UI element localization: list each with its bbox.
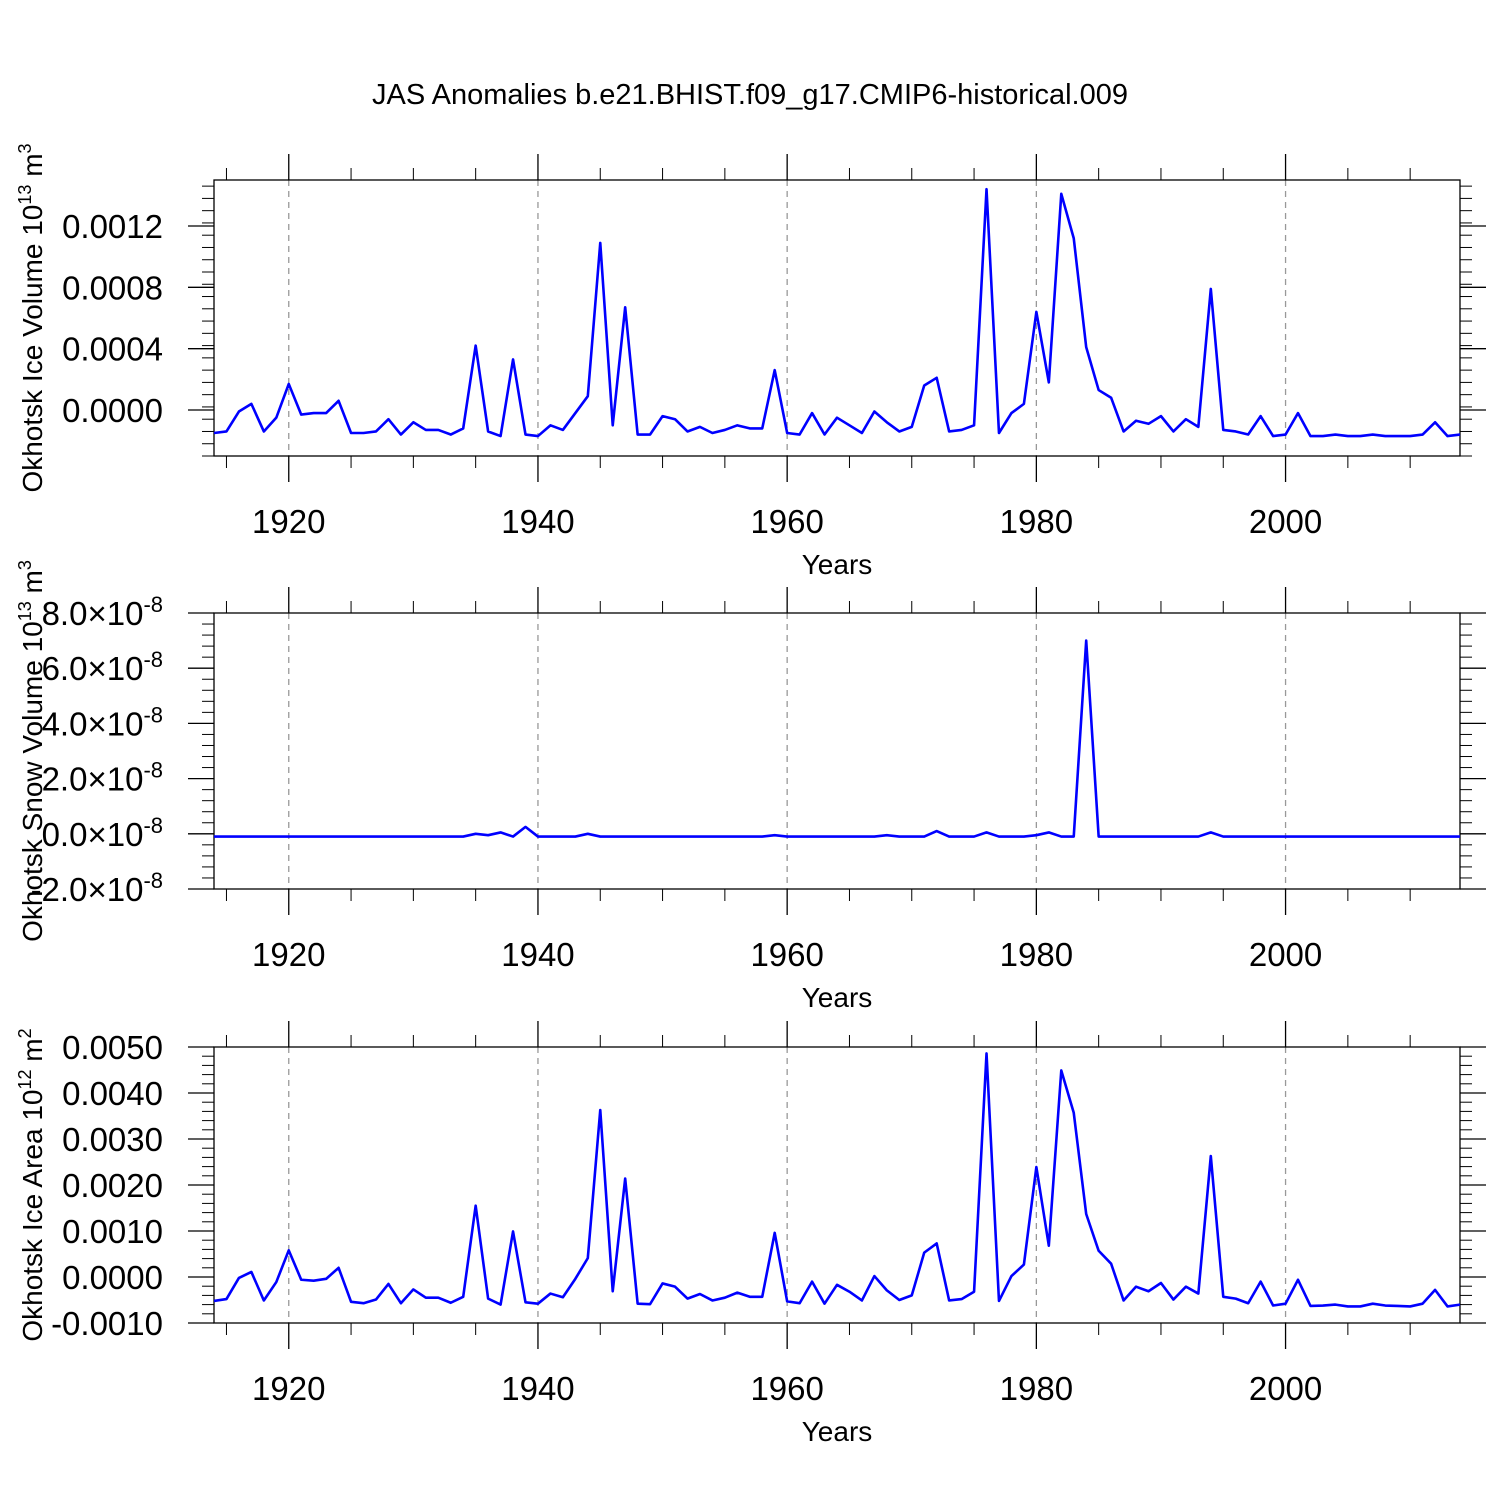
x-tick-label: 2000 — [1249, 936, 1322, 973]
series-line-snow-volume — [214, 639, 1460, 838]
y-tick-label: 0.0040 — [62, 1075, 163, 1112]
x-tick-label: 1980 — [1000, 936, 1073, 973]
y-tick-label: 0.0020 — [62, 1167, 163, 1204]
x-tick-label: 1980 — [1000, 503, 1073, 540]
x-tick-label: 1960 — [750, 1370, 823, 1407]
series-line-ice-volume — [213, 187, 1461, 438]
panel-ice-volume: 1920 1940 1960 1980 2000 0.0000 0.0004 0.0008 0.… — [15, 143, 1486, 580]
x-tick-label: 2000 — [1249, 503, 1322, 540]
y-tick-label: -0.0010 — [51, 1305, 163, 1342]
x-axis-label: Years — [802, 1416, 873, 1447]
y-tick-label: 0.0×10-8 — [42, 813, 163, 853]
x-tick-label: 1960 — [750, 503, 823, 540]
series-line-ice-area — [213, 1052, 1461, 1308]
plot-frame — [213, 179, 1461, 457]
x-tick-label: 1920 — [252, 1370, 325, 1407]
y-tick-label: 8.0×10-8 — [42, 592, 163, 632]
y-axis-label: Okhotsk Ice Area 1012 m2 — [15, 1028, 48, 1341]
x-tick-label: 1960 — [750, 936, 823, 973]
panel-ice-area: 1920 1940 1960 1980 2000 -0.0010 0.0000 0.0010 0… — [15, 1021, 1486, 1447]
y-tick-label: 0.0000 — [62, 1259, 163, 1296]
plot-frame — [213, 612, 1461, 890]
y-tick-label: 0.0000 — [62, 392, 163, 429]
y-axis-label: Okhotsk Snow Volume 1013 m3 — [15, 560, 48, 942]
x-tick-label: 1940 — [501, 936, 574, 973]
x-tick-label: 1920 — [252, 936, 325, 973]
x-tick-label: 1980 — [1000, 1370, 1073, 1407]
y-tick-label: 0.0012 — [62, 208, 163, 245]
y-tick-label: 0.0010 — [62, 1213, 163, 1250]
x-tick-label: 1940 — [501, 1370, 574, 1407]
x-tick-label: 1940 — [501, 503, 574, 540]
y-tick-label: 0.0004 — [62, 331, 163, 368]
y-tick-label: -2.0×10-8 — [31, 868, 163, 908]
x-axis-label: Years — [802, 982, 873, 1013]
x-tick-label: 2000 — [1249, 1370, 1322, 1407]
y-tick-label: 0.0030 — [62, 1121, 163, 1158]
y-axis-label: Okhotsk Ice Volume 1013 m3 — [15, 143, 48, 492]
x-tick-label: 1920 — [252, 503, 325, 540]
y-tick-label: 0.0050 — [62, 1029, 163, 1066]
y-tick-label: 2.0×10-8 — [42, 758, 163, 798]
y-tick-label: 0.0008 — [62, 269, 163, 306]
panel-snow-volume: 1920 1940 1960 1980 2000 -2.0×10-8 0.0×10-8 2.0… — [15, 560, 1486, 1013]
y-tick-label: 4.0×10-8 — [42, 702, 163, 742]
plot-frame — [213, 1046, 1461, 1324]
y-tick-label: 6.0×10-8 — [42, 647, 163, 687]
figure-title: JAS Anomalies b.e21.BHIST.f09_g17.CMIP6-… — [372, 79, 1128, 111]
x-axis-label: Years — [802, 549, 873, 580]
